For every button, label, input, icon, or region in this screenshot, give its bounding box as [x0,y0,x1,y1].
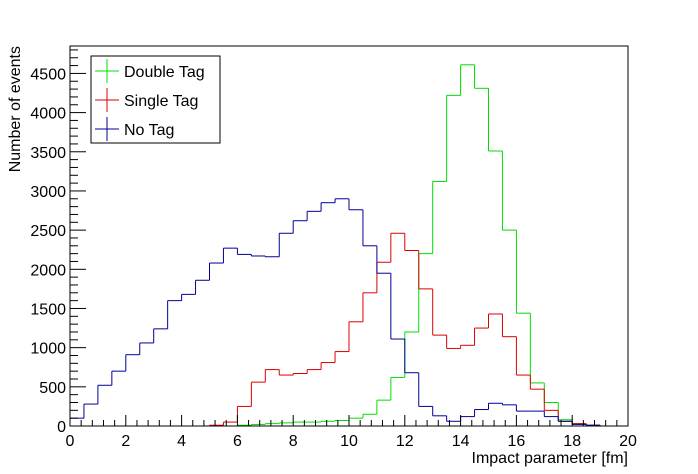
y-tick-label: 3500 [30,145,66,162]
y-tick-label: 0 [57,419,66,436]
y-tick-label: 1500 [30,301,66,318]
legend-label: Single Tag [124,93,198,110]
legend-entry: Single Tag [95,88,198,112]
x-tick-label: 18 [563,433,581,450]
legend-entries: Double Tag Single Tag No Tag [95,59,205,141]
x-axis-title: Impact parameter [fm] [472,450,629,467]
y-tick-label: 1000 [30,341,66,358]
legend-entry: Double Tag [95,59,205,83]
x-tick-label: 16 [508,433,526,450]
x-tick-label: 8 [289,433,298,450]
x-tick-label: 0 [66,433,75,450]
x-tick-label: 20 [619,433,637,450]
x-tick-label: 10 [340,433,358,450]
axis-ticks [69,49,629,427]
y-tick-label: 2500 [30,223,66,240]
x-tick-label: 4 [177,433,186,450]
legend: Double Tag Single Tag No Tag [90,55,221,144]
y-tick-label: 500 [39,380,66,397]
legend-entry: No Tag [95,117,174,141]
legend-label: Double Tag [124,64,205,81]
x-tick-label: 12 [396,433,414,450]
x-tick-label: 2 [121,433,130,450]
y-axis-title: Number of events [7,46,24,172]
y-tick-label: 2000 [30,262,66,279]
y-tick-label: 3000 [30,184,66,201]
y-tick-label: 4500 [30,66,66,83]
x-tick-label: 6 [233,433,242,450]
x-tick-label: 14 [452,433,470,450]
axis-tick-labels: 0 2 4 6 8 10 12 14 16 18 20 0 500 1000 1500 2000 2500 300… [30,66,637,450]
legend-label: No Tag [124,122,174,139]
y-tick-label: 4000 [30,106,66,123]
